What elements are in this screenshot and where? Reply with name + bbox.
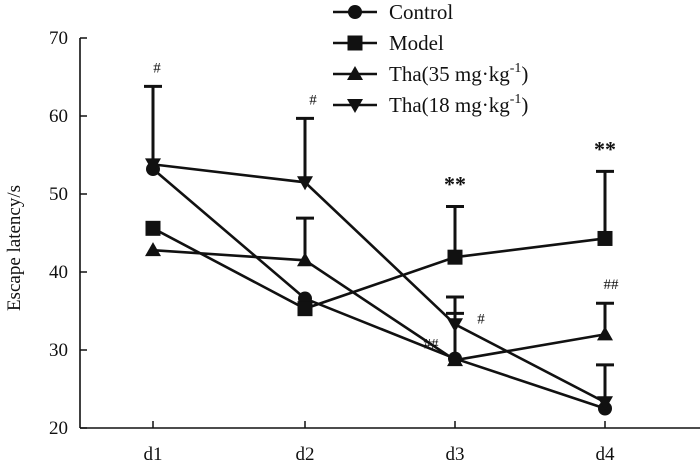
significance-hash: #: [309, 92, 317, 108]
legend-label-close: ): [521, 93, 528, 117]
significance-stars: **: [594, 137, 616, 162]
y-tick-label: 60: [49, 106, 68, 127]
series-line: [152, 227, 606, 311]
legend-marker: [348, 5, 362, 19]
legend-label-main: Model: [389, 31, 444, 55]
series-line: [152, 168, 606, 410]
legend-item-tha-35-mg-kg-1: Tha(35 mg·kg-1): [333, 61, 528, 86]
legend-marker: [347, 35, 363, 51]
x-tick-label: d2: [296, 444, 315, 465]
legend-label: Tha(35 mg·kg-1): [389, 61, 528, 86]
data-point: [145, 220, 161, 236]
significance-hash: ##: [424, 336, 440, 352]
plot-area: ##****#####: [144, 60, 620, 416]
data-point: [145, 242, 161, 257]
legend-label: Model: [389, 31, 444, 55]
legend-item-control: Control: [333, 0, 453, 24]
y-tick-label: 70: [49, 28, 68, 49]
series-control: [146, 162, 612, 416]
legend-label: Control: [389, 0, 453, 24]
significance-stars: **: [444, 172, 466, 197]
y-tick-label: 20: [49, 418, 68, 439]
legend-marker: [347, 99, 363, 113]
significance-hash: #: [477, 311, 485, 327]
legend-item-tha-18-mg-kg-1: Tha(18 mg·kg-1): [333, 92, 528, 117]
legend-label-main: Tha(35 mg·kg: [389, 62, 510, 86]
series-model: [145, 169, 614, 317]
data-point: [447, 352, 463, 367]
legend-item-model: Model: [333, 31, 444, 55]
data-point: [297, 176, 313, 191]
series-tha-35-mg-kg-1: [145, 216, 614, 367]
series-line: [152, 248, 606, 362]
x-tick-label: d1: [144, 444, 163, 465]
legend-label-main: Control: [389, 0, 453, 24]
y-tick-label: 30: [49, 340, 68, 361]
legend-label-close: ): [521, 62, 528, 86]
data-point: [597, 230, 613, 246]
y-tick-label: 50: [49, 184, 68, 205]
axes: 20 30 40 50 60 70 d1 d2 d3 d4: [49, 28, 700, 465]
legend-label: Tha(18 mg·kg-1): [389, 92, 528, 117]
data-point: [447, 318, 463, 333]
series-tha-18-mg-kg-1: [144, 84, 614, 411]
data-point: [597, 326, 613, 341]
y-tick-label: 40: [49, 262, 68, 283]
significance-hash: #: [153, 60, 161, 76]
data-point: [597, 396, 613, 411]
significance-hash: ##: [604, 277, 620, 293]
legend-label-main: Tha(18 mg·kg: [389, 93, 510, 117]
x-tick-label: d4: [596, 444, 616, 465]
data-point: [447, 249, 463, 265]
data-point: [297, 301, 313, 317]
x-tick-label: d3: [446, 444, 465, 465]
legend-marker: [347, 66, 363, 80]
data-point: [297, 252, 313, 267]
y-axis-title: Escape latency/s: [4, 185, 25, 311]
legend-label-superscript: -1: [510, 61, 522, 76]
series-line: [152, 163, 606, 404]
legend-label-superscript: -1: [510, 92, 522, 107]
data-point: [145, 158, 161, 173]
